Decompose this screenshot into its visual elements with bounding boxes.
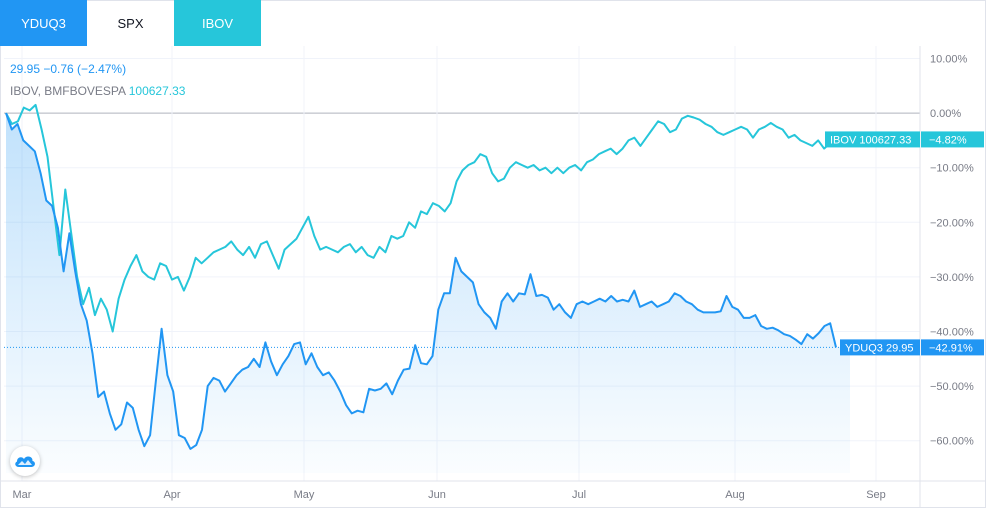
y-tick-label: −10.00%	[930, 163, 974, 175]
legend-ibov-name: IBOV, BMFBOVESPA	[10, 84, 126, 98]
x-tick-label: Apr	[163, 489, 180, 501]
y-tick-label: 10.00%	[930, 54, 968, 66]
y-tick-label: −60.00%	[930, 436, 974, 448]
y-tick-label: −20.00%	[930, 217, 974, 229]
legend-ibov: IBOV, BMFBOVESPA 100627.33	[10, 80, 185, 102]
series-pct-label: −42.91%	[929, 342, 973, 354]
series-line-yduq3[interactable]	[5, 112, 837, 450]
x-tick-label: Jul	[572, 489, 586, 501]
series-tag-label: YDUQ3 29.95	[845, 342, 913, 354]
y-tick-label: 0.00%	[930, 108, 961, 120]
series-tag-yduq3	[840, 339, 920, 356]
series-pct-badge-yduq3	[921, 339, 984, 356]
x-tick-label: Jun	[428, 489, 446, 501]
series-line-ibov[interactable]	[5, 103, 837, 333]
series-pct-badge-ibov	[921, 131, 984, 148]
y-tick-label: −30.00%	[930, 272, 974, 284]
y-tick-label: −40.00%	[930, 327, 974, 339]
tab-ibov[interactable]: IBOV	[174, 0, 261, 46]
chart-legend: 29.95 −0.76 (−2.47%) IBOV, BMFBOVESPA 10…	[10, 58, 185, 102]
legend-ibov-value: 100627.33	[128, 84, 186, 98]
y-tick-label: −50.00%	[930, 381, 974, 393]
series-pct-label: −4.82%	[929, 134, 967, 146]
series-tag-ibov	[825, 131, 920, 148]
legend-yduq3: 29.95 −0.76 (−2.47%)	[10, 62, 127, 76]
symbol-tabs: YDUQ3 SPX IBOV	[0, 0, 261, 46]
series-tag-label: IBOV 100627.33	[830, 134, 911, 146]
tradingview-logo[interactable]	[10, 446, 40, 476]
series-area-yduq3	[6, 113, 850, 473]
x-tick-label: May	[294, 489, 315, 501]
x-tick-label: Aug	[725, 489, 745, 501]
cloud-icon	[15, 456, 35, 467]
tab-yduq3[interactable]: YDUQ3	[0, 0, 87, 46]
x-tick-label: Sep	[866, 489, 886, 501]
x-tick-label: Mar	[13, 489, 32, 501]
tab-spx[interactable]: SPX	[117, 15, 144, 31]
